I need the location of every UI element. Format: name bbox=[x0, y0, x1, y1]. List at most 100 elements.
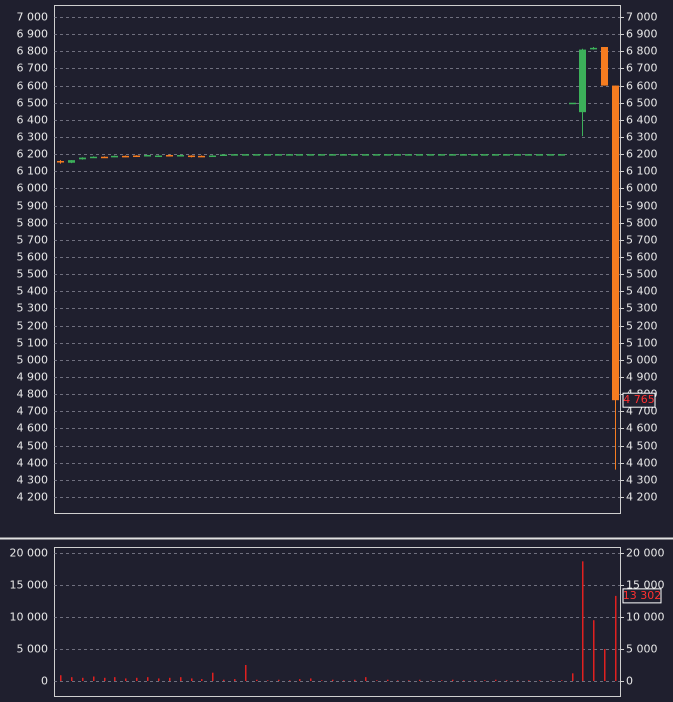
y-tick-label-right: 5 500 bbox=[626, 268, 658, 281]
volume-bar bbox=[136, 677, 138, 682]
y-tick-label: 6 800 bbox=[17, 45, 49, 58]
y-tick-label-right: 6 600 bbox=[626, 80, 658, 93]
volume-bar bbox=[419, 679, 421, 682]
y-tick-label-right: 5 700 bbox=[626, 234, 658, 247]
candle-body bbox=[188, 155, 195, 158]
y-tick-label-right: 5 400 bbox=[626, 285, 658, 298]
y-tick-label-right: 4 700 bbox=[626, 405, 658, 418]
y-tick-label-right: 5 000 bbox=[626, 643, 658, 656]
y-tick-label: 4 700 bbox=[17, 405, 49, 418]
candle-body bbox=[351, 154, 358, 156]
y-tick-label: 6 100 bbox=[17, 165, 49, 178]
y-tick-label-right: 4 400 bbox=[626, 457, 658, 470]
y-tick-label-right: 6 000 bbox=[626, 182, 658, 195]
price-frame bbox=[54, 5, 621, 514]
candle-body bbox=[601, 47, 608, 86]
candle-body bbox=[449, 154, 456, 156]
volume-bar bbox=[147, 677, 149, 682]
y-tick-label: 5 800 bbox=[17, 217, 49, 230]
y-tick-label: 5 300 bbox=[17, 302, 49, 315]
candle-body bbox=[296, 154, 303, 156]
volume-bar bbox=[180, 677, 182, 682]
candle-body bbox=[460, 154, 467, 156]
candle-body bbox=[198, 155, 205, 158]
y-tick-label-right: 10 000 bbox=[626, 611, 665, 624]
y-tick-label-right: 5 900 bbox=[626, 200, 658, 213]
y-tick-label: 20 000 bbox=[10, 547, 49, 560]
y-tick-label: 5 600 bbox=[17, 251, 49, 264]
last-volume-tag bbox=[622, 588, 662, 604]
volume-bar bbox=[506, 680, 508, 682]
y-tick-label-right: 4 600 bbox=[626, 422, 658, 435]
volume-bar bbox=[201, 679, 203, 682]
volume-bar bbox=[60, 675, 62, 682]
volume-bar bbox=[169, 677, 171, 682]
y-tick-label: 4 600 bbox=[17, 422, 49, 435]
candle-body bbox=[253, 154, 260, 156]
volume-bar bbox=[299, 679, 301, 682]
candle-body bbox=[579, 49, 586, 113]
candle-body bbox=[492, 154, 499, 156]
y-tick-label: 5 000 bbox=[17, 643, 49, 656]
last-volume-label: 13 302 bbox=[623, 589, 662, 602]
volume-bar bbox=[278, 679, 280, 682]
candle-body bbox=[79, 157, 86, 160]
volume-bar bbox=[539, 680, 541, 682]
y-tick-label: 5 500 bbox=[17, 268, 49, 281]
candle-body bbox=[569, 102, 576, 105]
candle-body bbox=[471, 154, 478, 156]
volume-bar bbox=[550, 680, 552, 682]
volume-bar bbox=[125, 678, 127, 682]
y-tick-label: 4 500 bbox=[17, 440, 49, 453]
volume-bar bbox=[430, 680, 432, 682]
y-tick-label-right: 6 100 bbox=[626, 165, 658, 178]
volume-frame bbox=[54, 547, 621, 697]
candle-body bbox=[209, 155, 216, 158]
volume-bar bbox=[212, 672, 214, 682]
volume-bar bbox=[310, 678, 312, 682]
candle-body bbox=[318, 154, 325, 156]
y-tick-label: 4 400 bbox=[17, 457, 49, 470]
y-tick-label-right: 15 000 bbox=[626, 579, 665, 592]
last-price-tag bbox=[622, 392, 656, 408]
candle-body bbox=[525, 154, 532, 156]
volume-bar bbox=[234, 679, 236, 682]
volume-bar bbox=[387, 679, 389, 682]
candle-body bbox=[340, 154, 347, 156]
y-tick-label: 6 700 bbox=[17, 62, 49, 75]
candle-body bbox=[122, 155, 129, 158]
y-tick-label: 5 900 bbox=[17, 200, 49, 213]
y-tick-label: 7 000 bbox=[17, 11, 49, 24]
candle-body bbox=[384, 154, 391, 156]
y-tick-label-right: 5 800 bbox=[626, 217, 658, 230]
y-tick-label-right: 4 900 bbox=[626, 371, 658, 384]
candle-body bbox=[514, 154, 521, 156]
candle-body bbox=[405, 154, 412, 156]
candle-body bbox=[220, 154, 227, 157]
volume-bar bbox=[528, 680, 530, 682]
candle-body bbox=[231, 154, 238, 156]
candle-body bbox=[590, 47, 597, 50]
candle-body bbox=[427, 154, 434, 156]
volume-bar bbox=[604, 649, 606, 682]
volume-bar bbox=[452, 679, 454, 682]
y-tick-label: 6 600 bbox=[17, 80, 49, 93]
y-tick-label-right: 5 100 bbox=[626, 337, 658, 350]
volume-bar bbox=[82, 677, 84, 682]
y-tick-label: 5 400 bbox=[17, 285, 49, 298]
volume-bar bbox=[114, 677, 116, 682]
y-tick-label: 5 000 bbox=[17, 354, 49, 367]
candle-body bbox=[111, 155, 118, 158]
y-tick-label-right: 6 800 bbox=[626, 45, 658, 58]
volume-bar bbox=[71, 677, 73, 682]
volume-bar bbox=[408, 680, 410, 682]
candle-body bbox=[394, 154, 401, 156]
y-tick-label: 4 300 bbox=[17, 474, 49, 487]
volume-bar bbox=[289, 680, 291, 682]
y-tick-label-right: 5 300 bbox=[626, 302, 658, 315]
volume-bar bbox=[93, 676, 95, 682]
candle-body bbox=[90, 156, 97, 159]
y-tick-label-right: 20 000 bbox=[626, 547, 665, 560]
